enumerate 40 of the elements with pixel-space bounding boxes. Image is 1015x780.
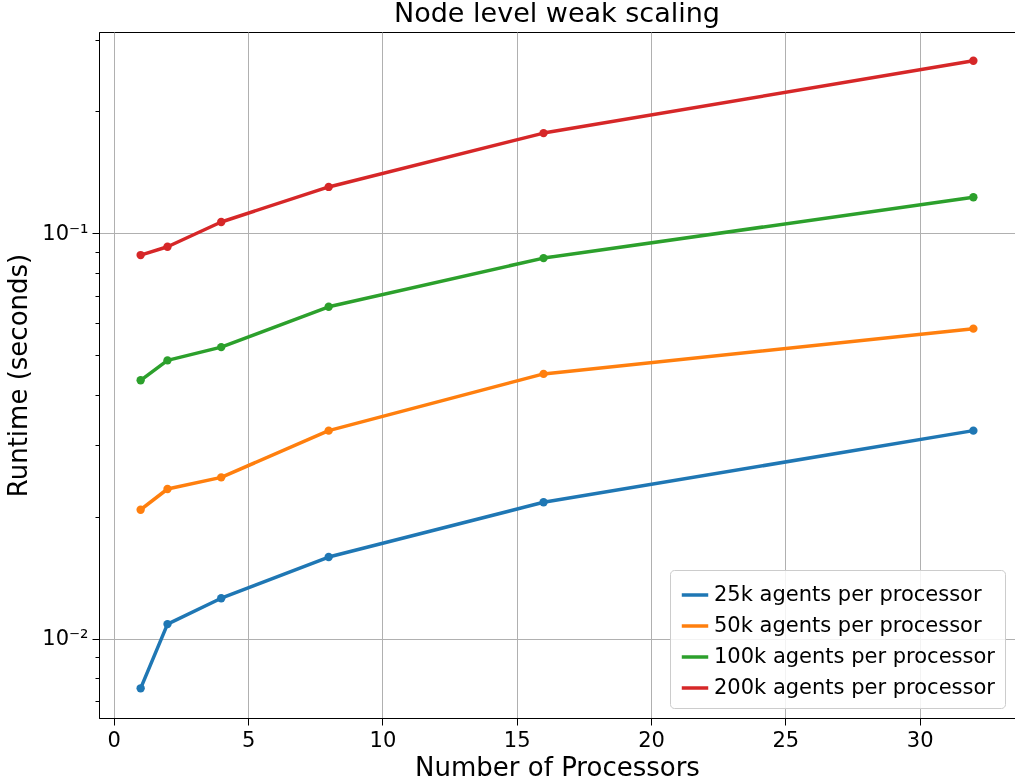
- point: [217, 594, 226, 603]
- point: [324, 182, 333, 192]
- point: [217, 217, 226, 227]
- point: [163, 356, 172, 365]
- point: [539, 498, 548, 507]
- point: [969, 426, 978, 435]
- point: [163, 242, 172, 251]
- x-axis-title: Number of Processors: [415, 751, 700, 780]
- x-tick-label: 25: [772, 727, 800, 752]
- point: [217, 342, 226, 352]
- point: [539, 253, 548, 263]
- legend-label: 25k agents per processor: [714, 582, 982, 606]
- point: [163, 484, 172, 494]
- x-tick-label: 10: [369, 727, 397, 752]
- y-tick-label: 10⁻¹: [42, 220, 89, 245]
- point: [969, 193, 978, 202]
- point: [539, 369, 548, 379]
- point: [969, 324, 978, 333]
- x-tick-label: 15: [503, 727, 531, 752]
- y-tick-label: 10⁻²: [42, 626, 89, 651]
- legend-label: 100k agents per processor: [714, 644, 996, 668]
- point: [136, 684, 145, 693]
- point: [324, 426, 333, 435]
- point: [539, 128, 548, 138]
- x-tick-label: 0: [107, 727, 121, 752]
- point: [136, 376, 145, 385]
- point: [324, 552, 333, 562]
- point: [217, 473, 226, 482]
- point: [969, 56, 978, 65]
- x-tick-label: 30: [906, 727, 934, 752]
- legend-label: 200k agents per processor: [714, 675, 996, 699]
- point: [163, 619, 172, 629]
- x-tick-label: 5: [241, 727, 256, 752]
- point: [136, 505, 145, 514]
- x-tick-label: 20: [638, 727, 665, 752]
- point: [136, 250, 145, 260]
- point: [324, 302, 333, 311]
- y-axis-title: Runtime (seconds): [3, 253, 34, 498]
- legend-label: 50k agents per processor: [714, 613, 982, 637]
- chart-title: Node level weak scaling: [393, 0, 721, 28]
